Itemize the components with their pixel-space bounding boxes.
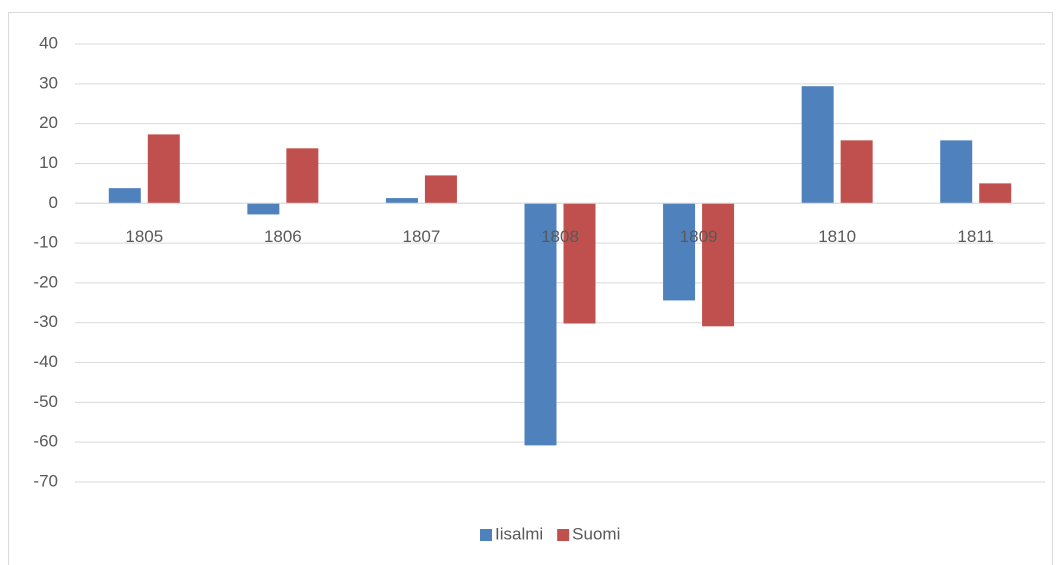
x-tick-label: 1805 — [125, 227, 163, 246]
bar — [563, 203, 596, 324]
x-tick-label: 1811 — [957, 227, 994, 246]
y-tick-label: -50 — [33, 392, 58, 411]
x-tick-label: 1806 — [264, 227, 302, 246]
y-tick-label: -30 — [33, 312, 58, 331]
bar — [147, 134, 180, 204]
y-tick-label: 20 — [39, 113, 58, 132]
y-tick-label: -70 — [33, 471, 58, 490]
bar — [940, 140, 973, 204]
bar — [979, 183, 1012, 204]
bar — [247, 203, 280, 215]
y-tick-label: -20 — [33, 272, 58, 291]
y-tick-label: -60 — [33, 432, 58, 451]
y-tick-label: 0 — [49, 193, 58, 212]
legend-swatch — [557, 529, 570, 541]
bar — [702, 203, 735, 327]
bar — [663, 203, 696, 301]
bar — [840, 140, 873, 204]
y-tick-label: -40 — [33, 352, 58, 371]
x-tick-label: 1808 — [541, 227, 579, 246]
bar — [524, 203, 557, 446]
bar — [286, 148, 319, 204]
bar — [801, 86, 834, 204]
y-tick-label: 10 — [39, 153, 58, 172]
x-tick-label: 1807 — [403, 227, 441, 246]
y-tick-label: 30 — [39, 73, 58, 92]
bar — [424, 175, 457, 204]
bar — [108, 188, 141, 204]
y-tick-label: 40 — [39, 33, 58, 52]
bar — [385, 198, 418, 204]
y-tick-label: -10 — [33, 233, 58, 252]
x-tick-label: 1810 — [818, 227, 856, 246]
legend-swatch — [480, 529, 492, 541]
x-tick-label: 1809 — [680, 227, 718, 246]
legend-label: Iisalmi — [495, 524, 543, 543]
legend-label: Suomi — [572, 524, 620, 543]
